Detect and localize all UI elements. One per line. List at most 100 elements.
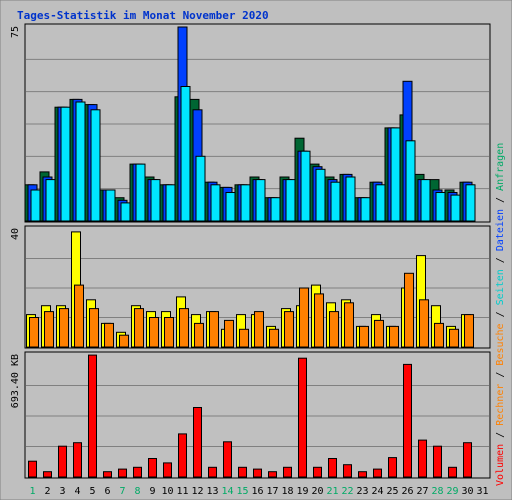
- x-tick-label: 2: [44, 486, 50, 497]
- x-axis-labels: 1 2 3 4 5 6 7 8 9 10 11 12 13 14 15 16 17 18 19 20 21 22 23 24 2…: [29, 486, 488, 497]
- series-volumen: [28, 354, 472, 478]
- bar-volumen-day-25: [388, 457, 397, 478]
- x-tick-label: 20: [311, 486, 323, 497]
- x-tick-label: 11: [176, 486, 188, 497]
- bar-volumen-day-21: [328, 458, 337, 478]
- bar-seiten-day-28: [435, 192, 446, 222]
- x-tick-label: 4: [74, 486, 80, 497]
- bar-seiten-day-2: [45, 179, 56, 222]
- bar-seiten-day-5: [90, 109, 101, 222]
- x-tick-label: 30: [461, 486, 473, 497]
- bar-rechner-day-20: [314, 293, 324, 348]
- x-tick-label: 14: [221, 486, 233, 497]
- bar-seiten-day-6: [105, 189, 116, 222]
- bar-rechner-day-21: [329, 311, 339, 348]
- legend-text: Volumen / Rechner / Besuche / Seiten / D…: [495, 143, 506, 486]
- bar-seiten-day-18: [285, 179, 296, 222]
- middle-panel: 40: [10, 225, 491, 349]
- bar-volumen-day-17: [268, 471, 277, 478]
- bar-rechner-day-8: [134, 308, 144, 348]
- x-tick-label: 31: [476, 486, 488, 497]
- bar-seiten-day-24: [375, 184, 386, 222]
- bar-volumen-day-8: [133, 466, 142, 478]
- chart-panels: 75 40 693.40 KB: [10, 23, 491, 479]
- legend: Volumen / Rechner / Besuche / Seiten / D…: [495, 143, 506, 486]
- bar-rechner-day-18: [284, 311, 294, 348]
- bar-rechner-day-29: [449, 328, 459, 348]
- series-rechner: [29, 272, 474, 348]
- x-tick-label: 21: [326, 486, 338, 497]
- bottom-panel: 693.40 KB: [10, 351, 491, 479]
- bar-rechner-day-9: [149, 317, 159, 348]
- bar-seiten-day-4: [75, 101, 86, 222]
- x-tick-label: 12: [191, 486, 203, 497]
- x-tick-label: 23: [356, 486, 368, 497]
- bar-rechner-day-2: [44, 311, 54, 348]
- x-tick-label: 27: [416, 486, 428, 497]
- bar-volumen-day-15: [238, 466, 247, 478]
- bar-seiten-day-13: [210, 184, 221, 222]
- bar-seiten-day-30: [465, 184, 476, 222]
- bar-volumen-day-27: [418, 439, 427, 478]
- bar-seiten-day-16: [255, 179, 266, 222]
- bar-seiten-day-7: [120, 202, 131, 222]
- x-tick-label: 13: [206, 486, 218, 497]
- bar-volumen-day-13: [208, 466, 217, 478]
- bar-volumen-day-12: [193, 407, 202, 478]
- bar-seiten-day-17: [270, 197, 281, 222]
- legend-item-seiten: Seiten: [495, 269, 506, 305]
- x-tick-label: 16: [251, 486, 263, 497]
- bar-rechner-day-30: [464, 314, 474, 348]
- bar-seiten-day-25: [390, 127, 401, 222]
- bar-seiten-day-29: [450, 194, 461, 222]
- bar-seiten-day-11: [180, 86, 191, 222]
- x-tick-label: 25: [386, 486, 398, 497]
- bar-seiten-day-22: [345, 176, 356, 222]
- bar-rechner-day-7: [119, 334, 129, 348]
- bar-volumen-day-7: [118, 468, 127, 478]
- bar-rechner-day-5: [89, 308, 99, 348]
- bar-rechner-day-15: [239, 328, 249, 348]
- legend-item-dateien: Dateien: [495, 209, 506, 251]
- bar-volumen-day-9: [148, 458, 157, 478]
- bottom-ymax-label: 693.40 KB: [10, 354, 21, 408]
- top-ymax-label: 75: [10, 26, 21, 38]
- x-tick-label: 26: [401, 486, 413, 497]
- x-tick-label: 1: [29, 486, 35, 497]
- bar-rechner-day-3: [59, 308, 69, 348]
- bar-seiten-day-27: [420, 179, 431, 222]
- bar-seiten-day-19: [300, 150, 311, 222]
- middle-ymax-label: 40: [10, 228, 21, 240]
- bar-seiten-day-14: [225, 192, 236, 222]
- bar-volumen-day-28: [433, 445, 442, 478]
- bar-volumen-day-10: [163, 462, 172, 478]
- bar-seiten-day-3: [60, 106, 71, 222]
- bar-volumen-day-4: [73, 442, 82, 478]
- bar-rechner-day-16: [254, 311, 264, 348]
- series-seiten: [30, 86, 476, 222]
- bar-seiten-day-9: [150, 179, 161, 222]
- bar-rechner-day-13: [209, 311, 219, 348]
- bar-rechner-day-10: [164, 317, 174, 348]
- x-tick-label: 19: [296, 486, 308, 497]
- bar-volumen-day-20: [313, 466, 322, 478]
- bar-seiten-day-10: [165, 184, 176, 222]
- bar-rechner-day-14: [224, 319, 234, 348]
- bar-rechner-day-26: [404, 272, 414, 348]
- bar-rechner-day-22: [344, 302, 354, 348]
- top-panel: 75: [10, 23, 491, 223]
- bar-seiten-day-8: [135, 163, 146, 222]
- x-tick-label: 18: [281, 486, 293, 497]
- bar-volumen-day-24: [373, 468, 382, 478]
- bar-rechner-day-17: [269, 328, 279, 348]
- bar-volumen-day-14: [223, 441, 232, 478]
- bar-seiten-day-20: [315, 168, 326, 222]
- x-tick-label: 6: [104, 486, 110, 497]
- bar-volumen-day-3: [58, 445, 67, 478]
- bar-rechner-day-23: [359, 325, 369, 348]
- x-tick-label: 10: [161, 486, 173, 497]
- bottom-panel-background: [24, 351, 491, 479]
- bar-volumen-day-22: [343, 464, 352, 478]
